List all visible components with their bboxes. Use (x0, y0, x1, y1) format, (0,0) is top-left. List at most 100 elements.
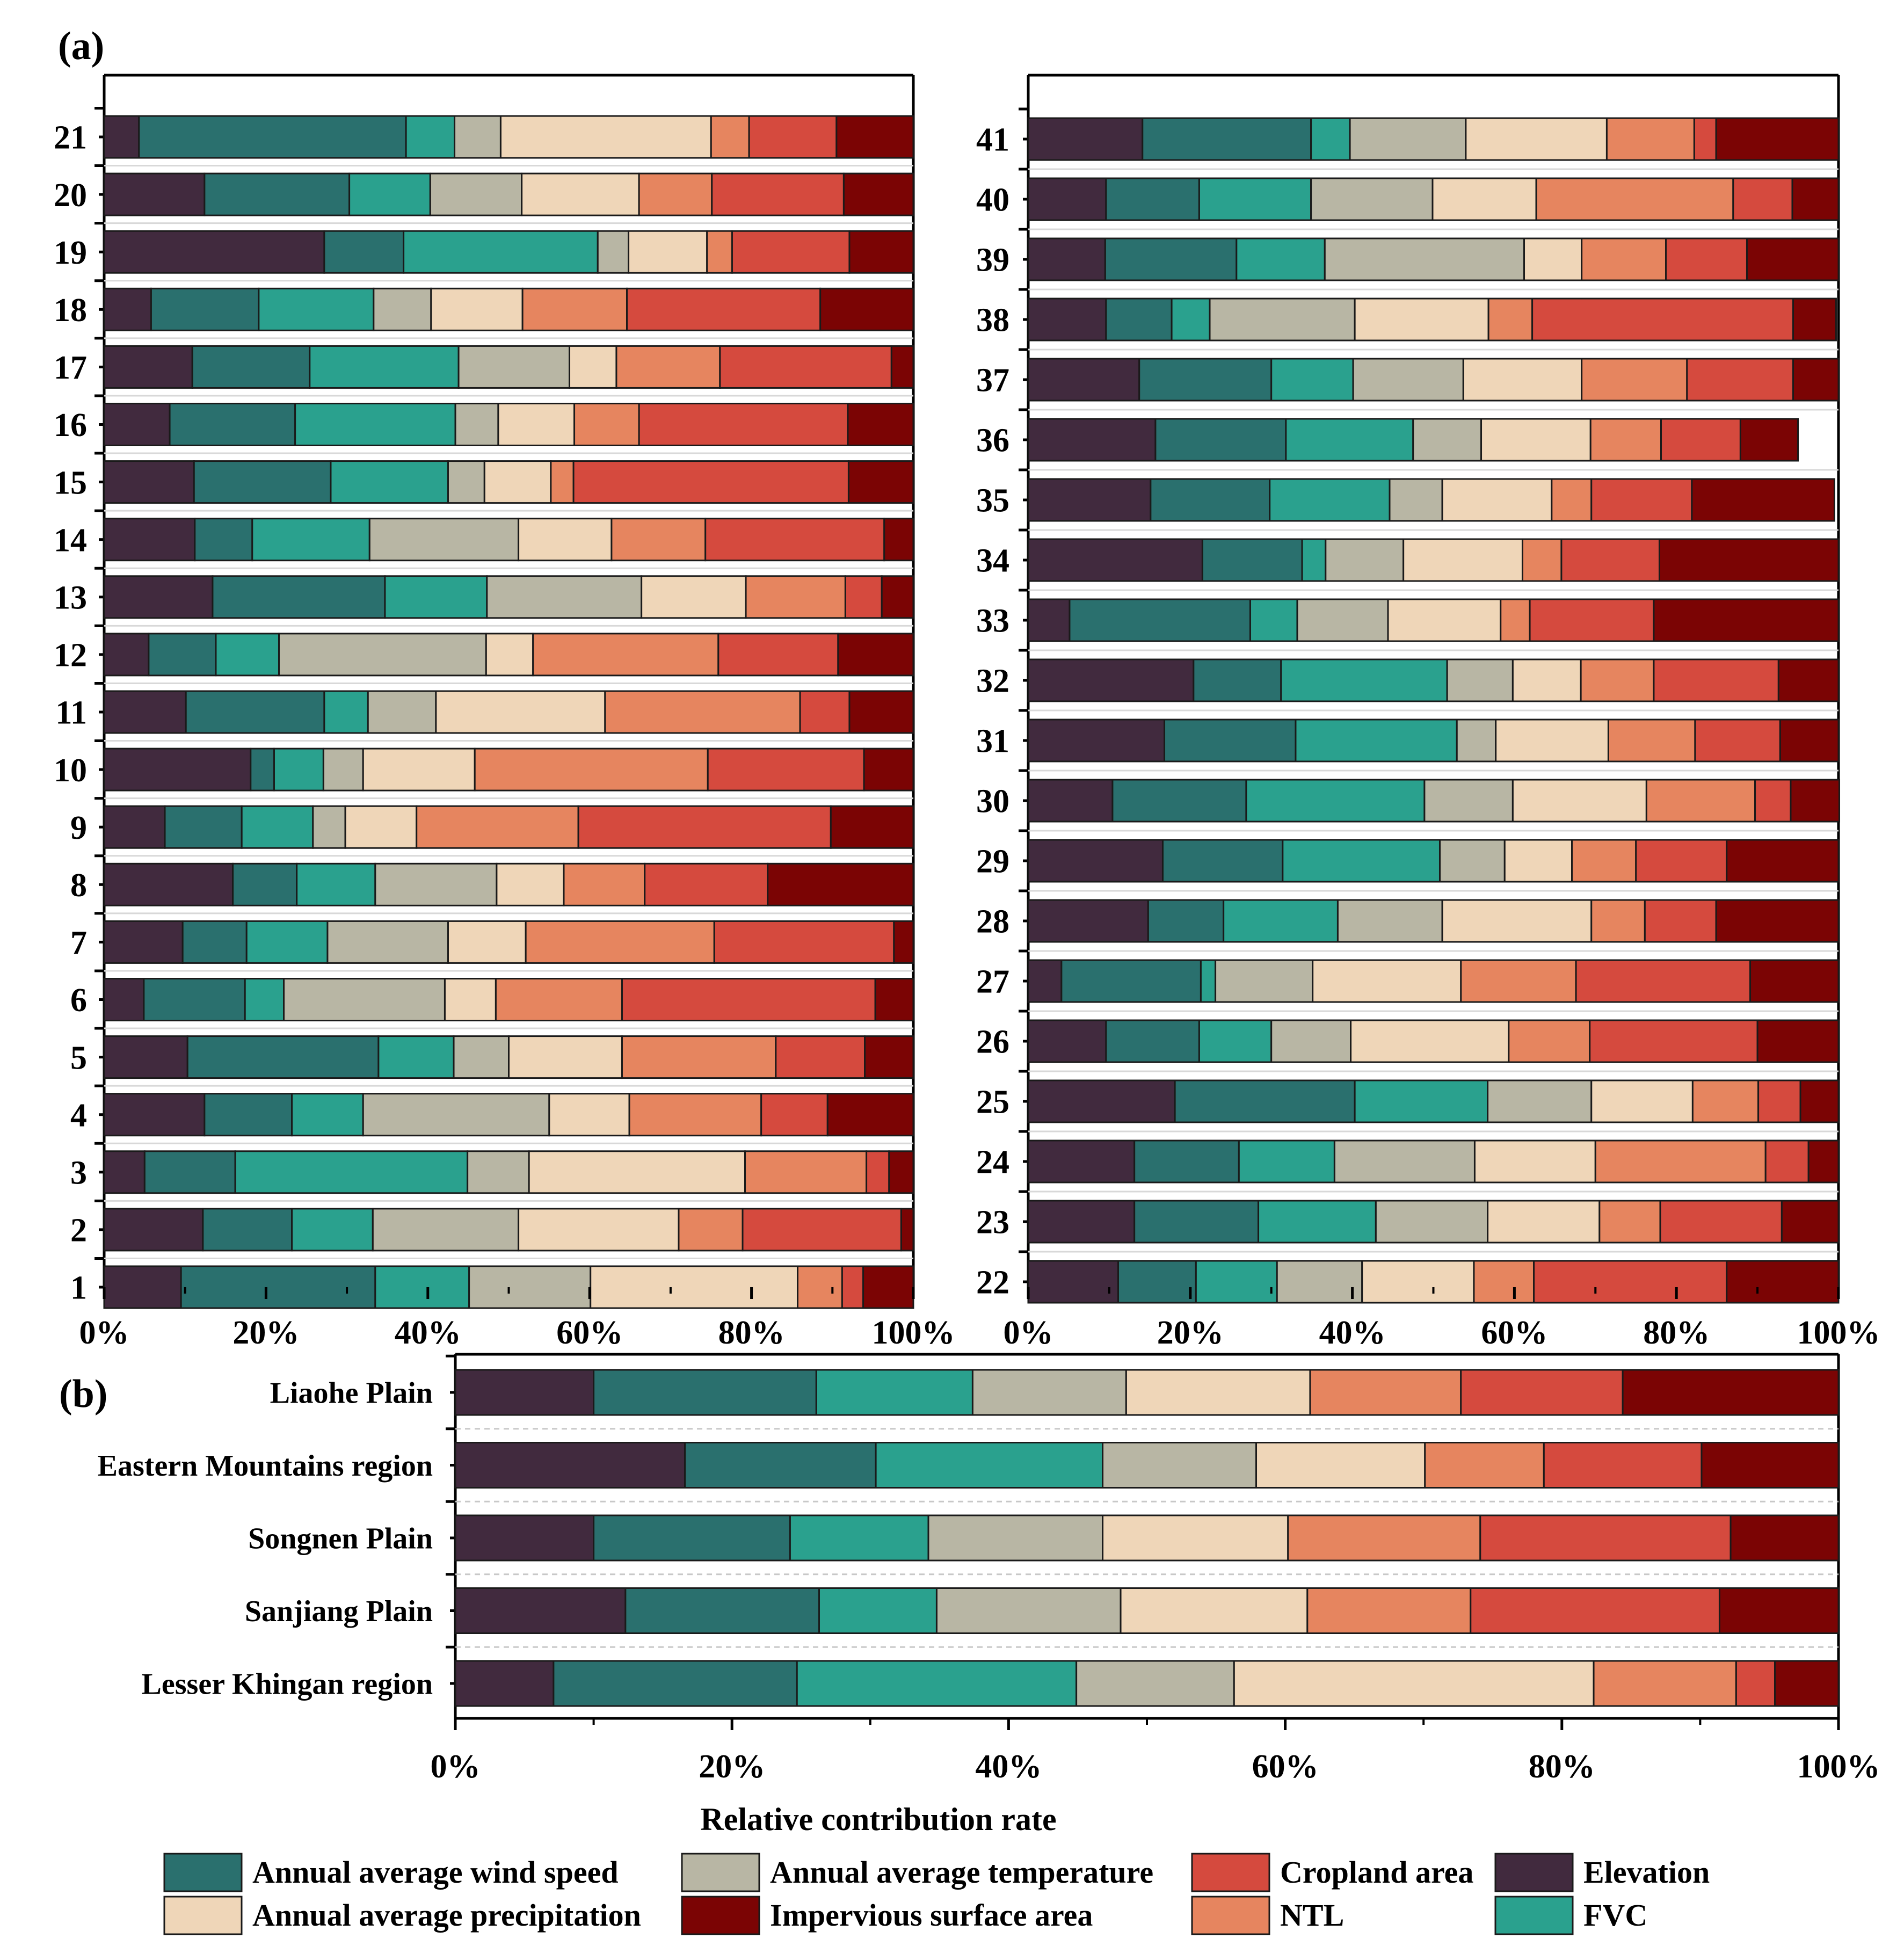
category-label: 29 (976, 844, 1009, 880)
bar-segment-cropland-area (1735, 1660, 1776, 1707)
bar-segment-annual-average-temperature (1439, 839, 1506, 883)
bar-segment-annual-average-wind-speed (1161, 839, 1284, 883)
bar-segment-annual-average-wind-speed (1147, 899, 1225, 943)
bar-segment-cropland-area (1665, 237, 1748, 281)
x-tick-label: 60% (556, 1315, 623, 1351)
bar-segment-annual-average-temperature (1389, 478, 1443, 522)
bar-segment-fvc (258, 287, 375, 331)
bar-segment-annual-average-precipitation (485, 633, 534, 677)
bar-segment-impervious-surface-area (835, 115, 914, 159)
bar-segment-cropland-area (799, 690, 851, 734)
bar-segment-annual-average-precipitation (1590, 1079, 1694, 1123)
bar-segment-annual-average-wind-speed (194, 518, 253, 562)
category-label: 26 (976, 1024, 1009, 1061)
x-tick-label: 20% (232, 1315, 299, 1351)
bar-segment-annual-average-precipitation (344, 805, 418, 849)
bar-segment-annual-average-precipitation (1441, 478, 1553, 522)
x-tick-label: 100% (872, 1315, 955, 1351)
bar-segment-cropland-area (626, 287, 822, 331)
bar-segment-cropland-area (1764, 1139, 1809, 1184)
bar-segment-cropland-area (844, 575, 883, 619)
bar-segment-elevation (1027, 658, 1195, 702)
bar-segment-cropland-area (638, 403, 849, 446)
bar-segment-annual-average-wind-speed (1105, 1019, 1200, 1063)
x-tick-label: 40% (1319, 1315, 1386, 1351)
bar-segment-annual-average-temperature (368, 518, 520, 562)
bar-segment-fvc (1280, 658, 1448, 702)
category-label: Lesser Khingan region (142, 1668, 433, 1701)
bar-segment-ntl (615, 345, 721, 389)
bar-segment-annual-average-wind-speed (593, 1369, 817, 1416)
bar-segment-cropland-area (1660, 418, 1741, 462)
bar-segment-fvc (1258, 1200, 1377, 1244)
legend-swatch-annual-average-wind-speed (163, 1853, 243, 1892)
bar-segment-ntl (532, 633, 720, 677)
bar-segment-annual-average-temperature (1487, 1079, 1593, 1123)
bar-segment-annual-average-temperature (1333, 1139, 1476, 1184)
bar-segment-annual-average-precipitation (569, 345, 617, 389)
legend-label-ntl: NTL (1280, 1898, 1344, 1933)
bar-segment-annual-average-wind-speed (202, 1208, 293, 1252)
bar-segment-elevation (103, 575, 214, 619)
bar-segment-annual-average-wind-speed (1069, 598, 1251, 642)
bar-segment-annual-average-wind-speed (323, 230, 405, 274)
bar-segment-elevation (1027, 478, 1152, 522)
bar-segment-cropland-area (1732, 177, 1793, 221)
bar-segment-ntl (525, 920, 715, 964)
x-tick-label: 40% (395, 1315, 461, 1351)
bar-segment-cropland-area (572, 460, 849, 504)
bar-segment-ntl (1287, 1514, 1481, 1562)
bar-segment-annual-average-precipitation (1255, 1442, 1426, 1489)
bar-segment-fvc (1310, 117, 1351, 161)
bar-segment-elevation (103, 805, 166, 849)
category-label: 36 (976, 423, 1009, 459)
bar-segment-fvc (1301, 538, 1327, 582)
bar-segment-cropland-area (1460, 1369, 1624, 1416)
bar-segment-cropland-area (1686, 358, 1794, 402)
bar-segment-annual-average-wind-speed (169, 403, 296, 446)
bar-segment-fvc (245, 920, 329, 964)
bar-segment-cropland-area (775, 1035, 866, 1079)
bar-segment-annual-average-wind-speed (1154, 418, 1287, 462)
bar-segment-fvc (1223, 899, 1339, 943)
bar-segment-fvc (323, 690, 369, 734)
bar-segment-annual-average-wind-speed (1193, 658, 1282, 702)
category-label: 25 (976, 1084, 1009, 1121)
x-tick-label: 20% (699, 1748, 765, 1785)
category-label: 40 (976, 182, 1009, 219)
bar-segment-ntl (1605, 117, 1695, 161)
bar-segment-impervious-surface-area (767, 862, 914, 906)
bar-segment-impervious-surface-area (1653, 598, 1840, 642)
bar-segment-annual-average-temperature (326, 920, 449, 964)
bar-segment-annual-average-precipitation (499, 115, 712, 159)
bar-segment-annual-average-precipitation (590, 1265, 798, 1309)
bar-segment-elevation (103, 230, 325, 274)
legend-label-cropland-area: Cropland area (1280, 1855, 1473, 1890)
bar-segment-impervious-surface-area (1781, 1200, 1840, 1244)
bar-segment-annual-average-temperature (362, 1093, 550, 1137)
bar-segment-cropland-area (644, 862, 769, 906)
bar-segment-annual-average-precipitation (1511, 779, 1647, 823)
bar-segment-impervious-surface-area (1792, 297, 1837, 342)
bar-segment-annual-average-temperature (372, 1208, 520, 1252)
bar-segment-fvc (1270, 358, 1354, 402)
bar-segment-annual-average-wind-speed (150, 287, 260, 331)
bar-segment-annual-average-precipitation (1462, 358, 1583, 402)
category-label: 4 (70, 1097, 87, 1134)
bar-segment-cropland-area (1575, 959, 1752, 1003)
x-tick-label: 100% (1797, 1315, 1880, 1351)
bar-segment-annual-average-precipitation (1473, 1139, 1596, 1184)
bar-segment-annual-average-temperature (1375, 1200, 1489, 1244)
bar-segment-fvc (1238, 1139, 1335, 1184)
category-label: Eastern Mountains region (98, 1449, 433, 1483)
bar-segment-impervious-surface-area (893, 920, 914, 964)
bar-segment-fvc (309, 345, 460, 389)
bar-segment-annual-average-precipitation (508, 1035, 623, 1079)
bar-segment-elevation (103, 172, 206, 216)
bar-segment-annual-average-precipitation (641, 575, 747, 619)
bar-segment-ntl (611, 518, 707, 562)
category-label: 20 (54, 177, 87, 214)
bar-segment-fvc (1198, 1019, 1273, 1063)
bar-segment-annual-average-wind-speed (1060, 959, 1202, 1003)
bar-segment-ntl (1691, 1079, 1760, 1123)
